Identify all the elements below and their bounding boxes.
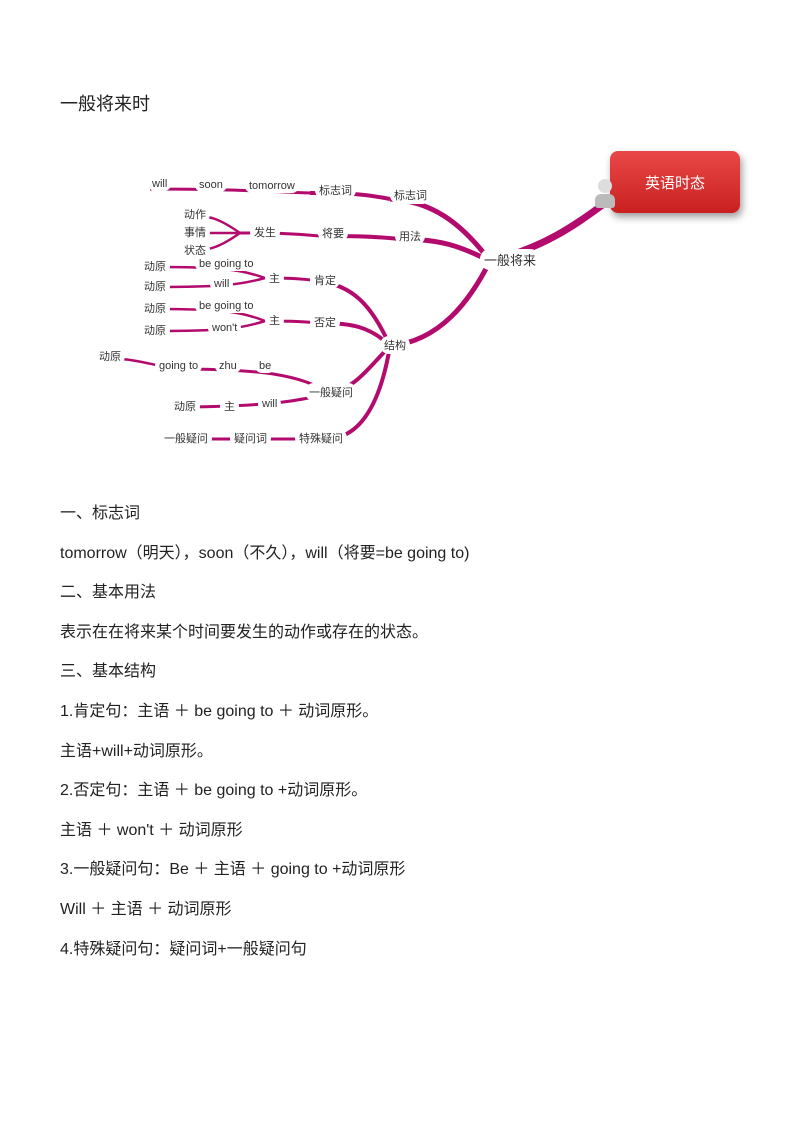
text-line: 4.特殊疑问句：疑问词+一般疑问句 bbox=[60, 937, 740, 963]
node: will bbox=[258, 397, 281, 411]
node: 结构 bbox=[380, 336, 410, 354]
text-line: 2.否定句：主语 ＋ be going to +动词原形。 bbox=[60, 778, 740, 804]
mindmap-diagram: 英语时态 一般将来 标志词 标志词 tomorrow soon will 用法 … bbox=[60, 151, 740, 481]
node: tomorrow bbox=[245, 179, 299, 193]
node: 动原 bbox=[95, 347, 125, 365]
section-heading: 三、基本结构 bbox=[60, 659, 740, 685]
node: 主 bbox=[265, 311, 284, 329]
node: will bbox=[148, 177, 171, 191]
node: 主 bbox=[220, 397, 239, 415]
node: soon bbox=[195, 178, 227, 192]
node: will bbox=[210, 277, 233, 291]
node: be going to bbox=[195, 299, 257, 313]
text-line: 表示在在将来某个时间要发生的动作或存在的状态。 bbox=[60, 620, 740, 646]
node: 标志词 bbox=[315, 181, 356, 199]
node: be bbox=[255, 359, 275, 373]
node: 用法 bbox=[395, 227, 425, 245]
node: 标志词 bbox=[390, 186, 431, 204]
root-box: 英语时态 bbox=[610, 151, 740, 213]
node: 疑问词 bbox=[230, 429, 271, 447]
section-heading: 二、基本用法 bbox=[60, 580, 740, 606]
page-title: 一般将来时 bbox=[60, 90, 740, 116]
node: 发生 bbox=[250, 223, 280, 241]
root-label: 英语时态 bbox=[645, 172, 705, 193]
node: 将要 bbox=[318, 224, 348, 242]
node: won't bbox=[208, 321, 241, 335]
text-line: 1.肯定句：主语 ＋ be going to ＋ 动词原形。 bbox=[60, 699, 740, 725]
node: going to bbox=[155, 359, 202, 373]
node: 肯定 bbox=[310, 271, 340, 289]
section-heading: 一、标志词 bbox=[60, 501, 740, 527]
node: 动原 bbox=[140, 277, 170, 295]
node: 一般疑问 bbox=[305, 383, 357, 401]
text-line: Will ＋ 主语 ＋ 动词原形 bbox=[60, 897, 740, 923]
node: 动作 bbox=[180, 205, 210, 223]
text-line: 3.一般疑问句：Be ＋ 主语 ＋ going to +动词原形 bbox=[60, 857, 740, 883]
node: be going to bbox=[195, 257, 257, 271]
node-trunk: 一般将来 bbox=[480, 249, 540, 270]
node: 否定 bbox=[310, 313, 340, 331]
node: 动原 bbox=[170, 397, 200, 415]
text-line: 主语+will+动词原形。 bbox=[60, 739, 740, 765]
node: 动原 bbox=[140, 299, 170, 317]
node: 事情 bbox=[180, 223, 210, 241]
figure-icon bbox=[590, 179, 620, 209]
node: 动原 bbox=[140, 257, 170, 275]
node: 特殊疑问 bbox=[295, 429, 347, 447]
text-line: 主语 ＋ won't ＋ 动词原形 bbox=[60, 818, 740, 844]
body-text: 一、标志词 tomorrow（明天），soon（不久），will（将要=be g… bbox=[60, 501, 740, 962]
text-line: tomorrow（明天），soon（不久），will（将要=be going t… bbox=[60, 541, 740, 567]
node: zhu bbox=[215, 359, 241, 373]
node: 动原 bbox=[140, 321, 170, 339]
node: 一般疑问 bbox=[160, 429, 212, 447]
node: 主 bbox=[265, 269, 284, 287]
